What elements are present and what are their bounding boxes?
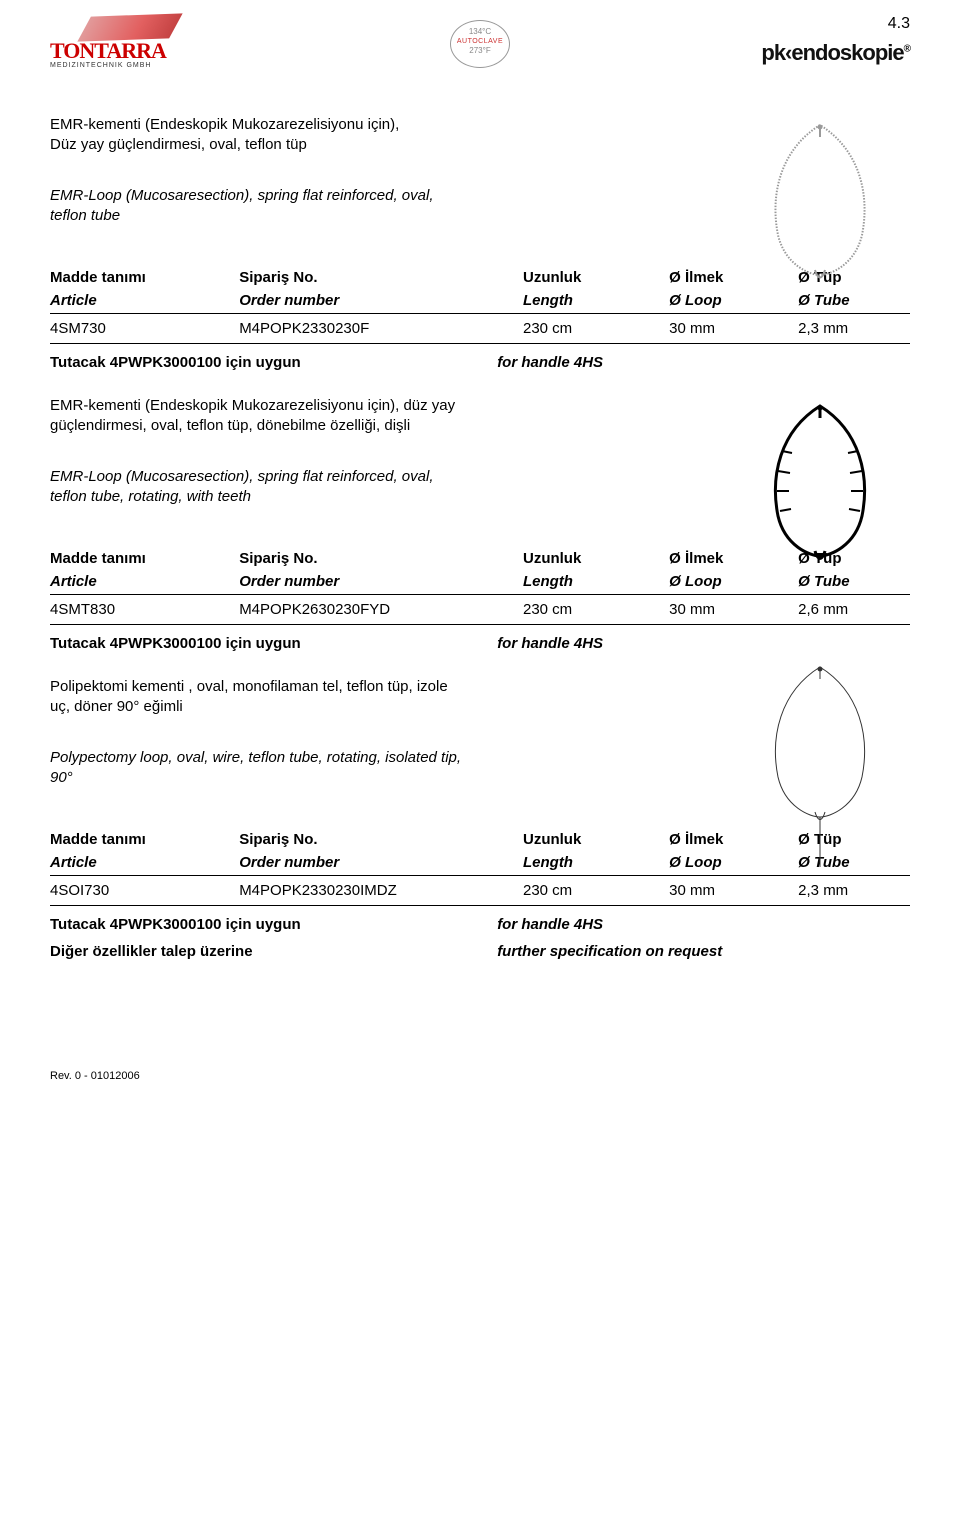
page-header: TONTARRA MEDIZINTECHNIK GMBH 134°C AUTOC… — [50, 20, 910, 90]
h-en-2: Order number — [239, 289, 523, 314]
pk-endoskopie-logo: pk‹endoskopie® — [761, 40, 910, 66]
h-tr-1: Madde tanımı — [50, 547, 239, 570]
product-image — [750, 105, 890, 305]
product-image — [750, 667, 890, 867]
h-tr-2: Sipariş No. — [239, 828, 523, 851]
cell-length: 230 cm — [523, 595, 669, 625]
product-section: EMR-kementi (Endeskopik Mukozarezelisiyo… — [50, 396, 910, 652]
cell-article: 4SOI730 — [50, 876, 239, 906]
table-row: 4SM730 M4POPK2330230F 230 cm 30 mm 2,3 m… — [50, 314, 910, 344]
footer-left: Tutacak 4PWPK3000100 için uygun — [50, 635, 497, 652]
footer-left: Diğer özellikler talep üzerine — [50, 943, 497, 960]
cell-order: M4POPK2330230F — [239, 314, 523, 344]
cell-loop: 30 mm — [669, 314, 798, 344]
h-en-1: Article — [50, 289, 239, 314]
autoclave-top: 134°C — [451, 27, 509, 37]
footer-right: for handle 4HS — [497, 916, 910, 933]
autoclave-mid: AUTOCLAVE — [451, 37, 509, 46]
description-tr: Polipektomi kementi , oval, monofilaman … — [50, 677, 470, 718]
footer-right: further specification on request — [497, 943, 910, 960]
table-row: 4SMT830 M4POPK2630230FYD 230 cm 30 mm 2,… — [50, 595, 910, 625]
h-tr-3: Uzunluk — [523, 547, 669, 570]
cell-length: 230 cm — [523, 876, 669, 906]
footer-right: for handle 4HS — [497, 635, 910, 652]
product-image — [750, 386, 890, 586]
description-tr: EMR-kementi (Endeskopik Mukozarezelisiyo… — [50, 115, 470, 156]
h-tr-1: Madde tanımı — [50, 266, 239, 289]
h-en-2: Order number — [239, 570, 523, 595]
revision: Rev. 0 - 01012006 — [50, 1070, 910, 1082]
tontarra-logo: TONTARRA MEDIZINTECHNIK GMBH — [50, 20, 210, 80]
tontarra-name: TONTARRA — [50, 38, 166, 64]
h-tr-2: Sipariş No. — [239, 266, 523, 289]
product-section: EMR-kementi (Endeskopik Mukozarezelisiyo… — [50, 115, 910, 371]
footer-left: Tutacak 4PWPK3000100 için uygun — [50, 354, 497, 371]
h-tr-3: Uzunluk — [523, 266, 669, 289]
cell-tube: 2,3 mm — [798, 314, 910, 344]
autoclave-bot: 273°F — [451, 46, 509, 56]
h-en-3: Length — [523, 851, 669, 876]
product-section: Polipektomi kementi , oval, monofilaman … — [50, 677, 910, 960]
footer-line: Tutacak 4PWPK3000100 için uygun for hand… — [50, 635, 910, 652]
h-en-1: Article — [50, 570, 239, 595]
description-en: EMR-Loop (Mucosaresection), spring flat … — [50, 467, 470, 508]
h-en-3: Length — [523, 289, 669, 314]
footer-left: Tutacak 4PWPK3000100 için uygun — [50, 916, 497, 933]
cell-article: 4SM730 — [50, 314, 239, 344]
footer-right: for handle 4HS — [497, 354, 910, 371]
cell-loop: 30 mm — [669, 876, 798, 906]
h-tr-3: Uzunluk — [523, 828, 669, 851]
cell-loop: 30 mm — [669, 595, 798, 625]
footer-line: Tutacak 4PWPK3000100 için uygun for hand… — [50, 916, 910, 933]
h-en-2: Order number — [239, 851, 523, 876]
h-tr-2: Sipariş No. — [239, 547, 523, 570]
cell-order: M4POPK2330230IMDZ — [239, 876, 523, 906]
cell-article: 4SMT830 — [50, 595, 239, 625]
h-tr-1: Madde tanımı — [50, 828, 239, 851]
cell-tube: 2,3 mm — [798, 876, 910, 906]
cell-tube: 2,6 mm — [798, 595, 910, 625]
page-number: 4.3 — [888, 15, 910, 33]
footer-line: Tutacak 4PWPK3000100 için uygun for hand… — [50, 354, 910, 371]
h-en-3: Length — [523, 570, 669, 595]
description-tr: EMR-kementi (Endeskopik Mukozarezelisiyo… — [50, 396, 470, 437]
description-en: Polypectomy loop, oval, wire, teflon tub… — [50, 748, 470, 789]
h-en-1: Article — [50, 851, 239, 876]
sections-container: EMR-kementi (Endeskopik Mukozarezelisiyo… — [50, 115, 910, 960]
description-en: EMR-Loop (Mucosaresection), spring flat … — [50, 186, 470, 227]
table-row: 4SOI730 M4POPK2330230IMDZ 230 cm 30 mm 2… — [50, 876, 910, 906]
cell-order: M4POPK2630230FYD — [239, 595, 523, 625]
footer-line: Diğer özellikler talep üzerine further s… — [50, 943, 910, 960]
cell-length: 230 cm — [523, 314, 669, 344]
tontarra-sub: MEDIZINTECHNIK GMBH — [50, 62, 151, 69]
autoclave-badge: 134°C AUTOCLAVE 273°F — [450, 20, 510, 68]
